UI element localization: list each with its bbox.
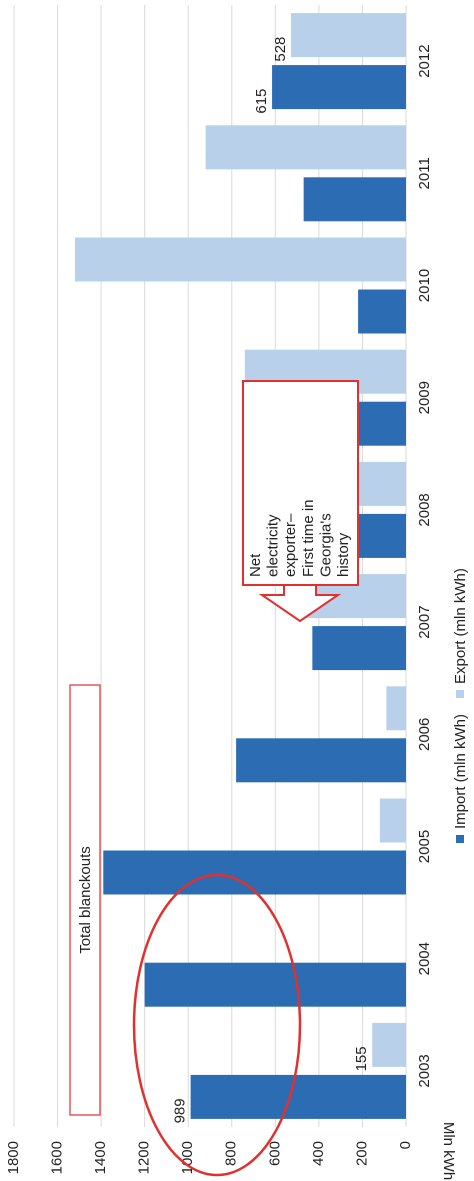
- bar: [312, 626, 407, 671]
- y-tick-label: 0: [397, 1141, 414, 1149]
- blackout-label: Total blanckouts: [77, 846, 94, 954]
- y-axis-title: Mln kWh: [440, 1122, 457, 1180]
- x-tick-label: 2003: [416, 1054, 433, 1087]
- bar: [144, 962, 407, 1007]
- exporter-label: exporter–: [282, 513, 299, 577]
- exporter-label: Georgia's: [317, 513, 334, 577]
- y-tick-label: 1800: [5, 1141, 22, 1174]
- x-tick-label: 2006: [416, 718, 433, 751]
- legend-marker: [456, 689, 464, 698]
- exporter-label: electricity: [265, 514, 282, 577]
- y-tick-label: 1400: [92, 1141, 109, 1174]
- x-tick-label: 2004: [416, 942, 433, 975]
- bar: [303, 177, 406, 222]
- y-tick-label: 600: [266, 1141, 283, 1166]
- x-tick-label: 2009: [416, 381, 433, 414]
- data-label: 615: [253, 89, 270, 114]
- bar: [372, 1022, 406, 1067]
- x-tick-label: 2011: [416, 157, 433, 189]
- x-tick-label: 2012: [416, 44, 433, 77]
- x-tick-label: 2007: [416, 605, 433, 638]
- legend-marker: [456, 835, 464, 843]
- y-tick-label: 1600: [49, 1141, 66, 1174]
- y-tick-label: 200: [353, 1141, 370, 1166]
- bar: [349, 401, 406, 446]
- bar: [291, 13, 406, 58]
- x-tick-label: 2008: [416, 493, 433, 526]
- bar: [74, 237, 406, 282]
- exporter-label: history: [335, 532, 352, 577]
- y-tick-label: 400: [310, 1141, 327, 1166]
- bar: [358, 289, 407, 334]
- exporter-label: Net: [247, 553, 264, 577]
- bar: [379, 798, 407, 843]
- exporter-arrow: [258, 584, 342, 623]
- bar: [272, 65, 407, 110]
- x-tick-label: 2005: [416, 830, 433, 863]
- blackout-box: [69, 684, 101, 1116]
- exporter-label: First time in: [300, 499, 317, 577]
- bar: [236, 738, 406, 783]
- y-tick-label: 1000: [179, 1141, 196, 1174]
- data-label: 989: [172, 1098, 189, 1123]
- bar: [205, 125, 406, 170]
- bar: [190, 1074, 406, 1119]
- blackout-ellipse: [132, 873, 302, 1177]
- bar: [386, 686, 406, 731]
- data-label: 528: [272, 37, 289, 62]
- y-tick-label: 800: [223, 1141, 240, 1166]
- data-label: 155: [353, 1046, 370, 1071]
- legend-label: Export (mln kWh): [452, 568, 469, 684]
- x-tick-label: 2010: [416, 269, 433, 302]
- rotated-chart: 0 200 400 600 800 1000 1200 1400 1600 1800 Mln kWh…: [5, 5, 469, 1180]
- bar: [103, 850, 407, 895]
- y-tick-label: 1200: [136, 1141, 153, 1174]
- legend-label: Import (mln kWh): [452, 714, 469, 829]
